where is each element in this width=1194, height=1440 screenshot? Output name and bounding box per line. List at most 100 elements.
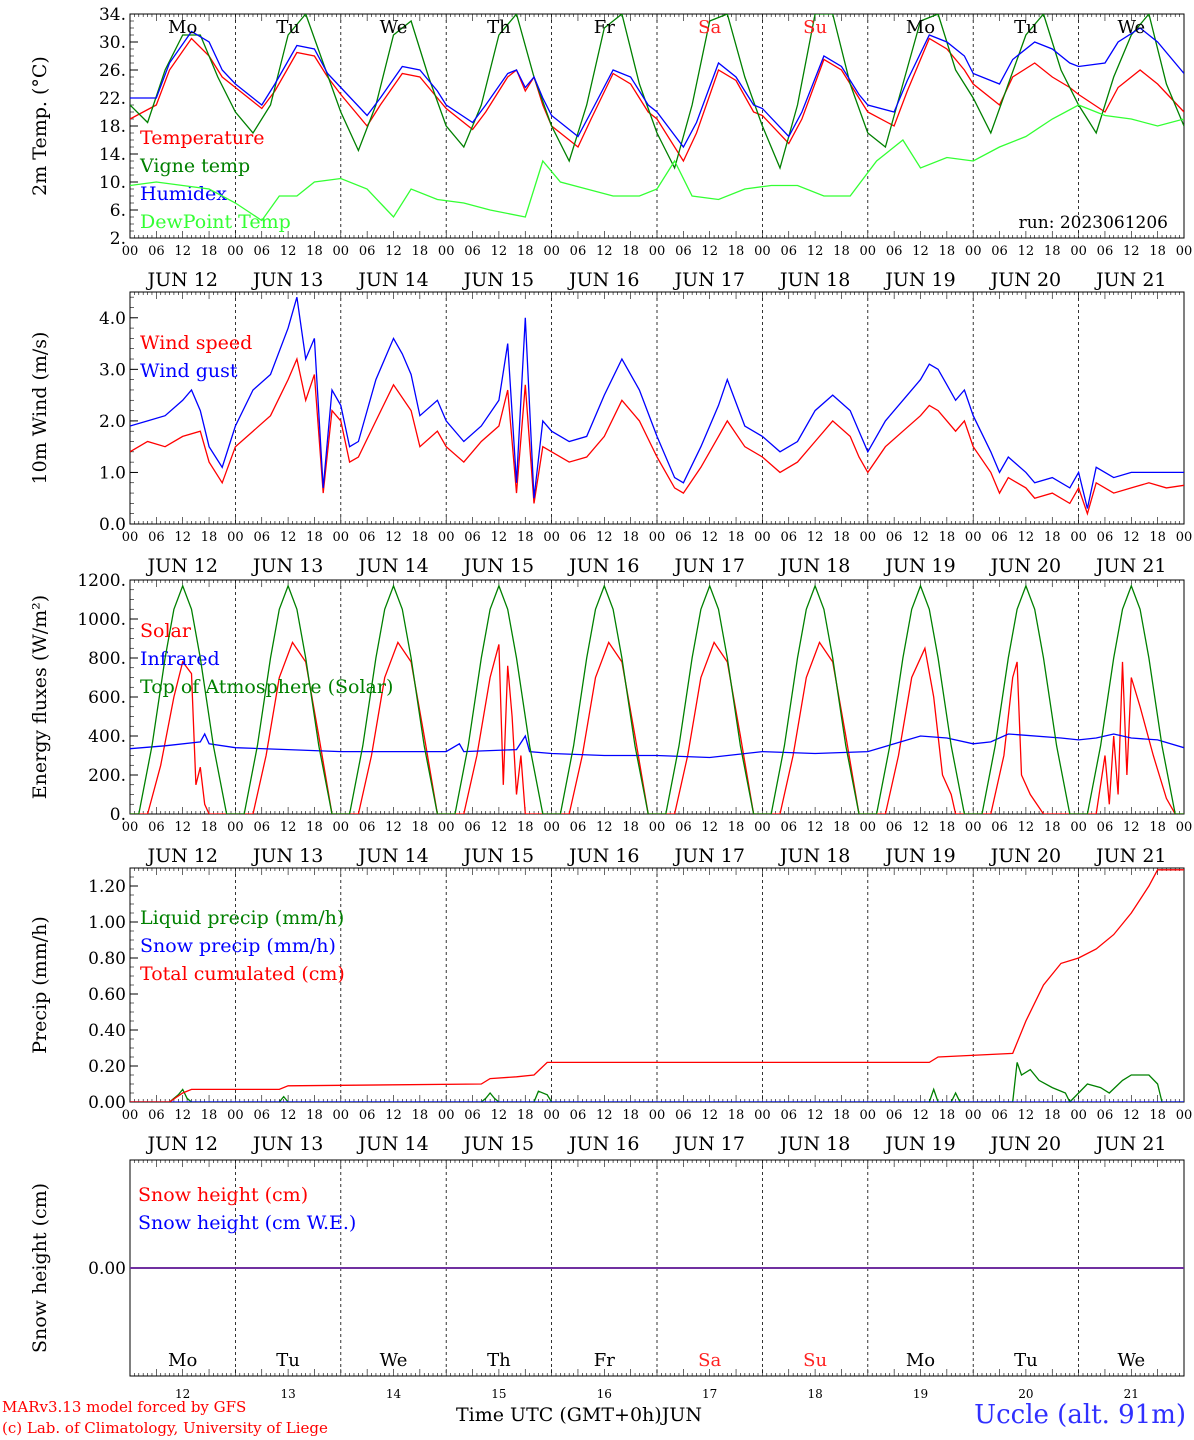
hour-tick-label: 06 [148,530,165,545]
day-label: JUN 14 [356,845,428,867]
day-number-label: 20 [1018,1387,1033,1401]
y-tick-label: 3.0 [99,360,126,380]
y-tick-label: 18. [99,117,126,137]
y-tick-label: 10. [99,173,126,193]
hour-tick-label: 12 [1018,244,1035,259]
x-axis-month: JUN [661,1404,702,1426]
weekday-label: Mo [168,1350,197,1371]
y-tick-label: 1000. [77,610,126,630]
panel-4: 0.00 0.20 0.40 0.60 0.80 1.00 1.20 Precip (mm/h… [29,867,1192,1155]
day-label: JUN 17 [672,845,744,867]
legend-entry: Wind speed [140,332,252,354]
hour-tick-label: 06 [886,1108,903,1123]
hour-tick-label: 18 [939,530,956,545]
hour-tick-label: 06 [886,244,903,259]
hour-tick-label: 00 [965,244,982,259]
day-label: JUN 13 [251,269,323,291]
series-line-vigne-temp [130,14,1184,170]
series-line-liquid-precip-mm-h [130,1062,1184,1102]
station-name: Uccle (alt. 91m) [974,1400,1186,1430]
hour-tick-label: 12 [385,530,402,545]
day-label: JUN 13 [251,555,323,577]
hour-tick-label: 00 [438,530,455,545]
weekday-label: Tu [276,1350,300,1371]
day-label: JUN 16 [567,845,639,867]
run-annotation: run: 2023061206 [1019,213,1168,233]
y-tick-label: 1.20 [88,877,126,897]
hour-tick-label: 00 [122,244,139,259]
series-line-top-of-atmosphere-solar [130,584,1184,814]
hour-tick-label: 12 [912,820,929,835]
hour-tick-label: 18 [201,530,218,545]
hour-tick-label: 00 [227,820,244,835]
hour-tick-label: 06 [464,1108,481,1123]
y-tick-label: 400. [88,727,126,747]
weekday-label: Sa [698,1350,721,1371]
hour-tick-label: 06 [780,820,797,835]
legend-entry: Infrared [140,648,220,670]
hour-tick-label: 06 [675,244,692,259]
hour-tick-label: 12 [1123,820,1140,835]
hour-tick-label: 06 [253,530,270,545]
hour-tick-label: 18 [728,244,745,259]
hour-tick-label: 06 [464,244,481,259]
hour-tick-label: 18 [306,244,323,259]
hour-tick-label: 18 [306,530,323,545]
day-number-label: 17 [702,1387,717,1401]
series-line-dewpoint-temp [130,104,1184,222]
day-label: JUN 12 [145,555,217,577]
hour-tick-label: 06 [1097,820,1114,835]
hour-tick-label: 18 [728,1108,745,1123]
y-tick-label: 0.60 [88,985,126,1005]
hour-tick-label: 00 [649,820,666,835]
hour-tick-label: 12 [912,530,929,545]
legend-entry: Snow precip (mm/h) [140,935,336,957]
day-label: JUN 15 [462,269,534,291]
hour-tick-label: 00 [965,530,982,545]
hour-tick-label: 00 [438,244,455,259]
hour-tick-label: 12 [280,244,297,259]
legend-entry: Solar [140,620,192,642]
hour-tick-label: 18 [622,1108,639,1123]
hour-tick-label: 00 [1176,530,1193,545]
hour-tick-label: 00 [860,244,877,259]
panel-1: 2. 6. 10. 14. 18. 22. 26. 30. 34. 2m Temp. (°C) Te… [29,5,1192,291]
day-number-label: 15 [491,1387,506,1401]
hour-tick-label: 00 [122,1108,139,1123]
hour-tick-label: 18 [412,530,429,545]
day-label: JUN 19 [883,1133,955,1155]
hour-tick-label: 06 [570,820,587,835]
hour-tick-label: 06 [359,1108,376,1123]
hour-tick-label: 06 [253,820,270,835]
day-label: JUN 16 [567,555,639,577]
y-axis-title: Snow height (cm) [29,1183,51,1353]
series-line-humidex [130,27,1184,149]
legend-entry: Humidex [140,183,227,205]
x-axis-title-text: Time UTC (GMT+0h) [456,1404,662,1426]
panel-3: 0. 200. 400. 600. 800. 1000. 1200. Energy fluxe… [29,571,1192,867]
day-label: JUN 18 [778,1133,850,1155]
hour-tick-label: 06 [148,820,165,835]
day-label: JUN 12 [145,269,217,291]
hour-tick-label: 00 [227,244,244,259]
legend-entry: Snow height (cm) [138,1184,308,1206]
hour-tick-label: 12 [912,1108,929,1123]
y-tick-label: 0.00 [88,1093,126,1113]
weekday-label: We [380,1350,408,1371]
y-axis-title: 2m Temp. (°C) [29,56,51,196]
hour-tick-label: 12 [385,1108,402,1123]
hour-tick-label: 06 [148,244,165,259]
hour-tick-label: 00 [1070,1108,1087,1123]
weekday-label: Tu [1014,17,1038,38]
hour-tick-label: 06 [1097,530,1114,545]
y-tick-label: 800. [88,649,126,669]
hour-tick-label: 18 [939,244,956,259]
hour-tick-label: 18 [306,820,323,835]
hour-tick-label: 18 [833,530,850,545]
weekday-label: We [380,17,408,38]
hour-tick-label: 06 [991,1108,1008,1123]
hour-tick-label: 06 [675,530,692,545]
hour-tick-label: 00 [860,530,877,545]
y-axis-title: Energy fluxes (W/m²) [29,595,51,799]
